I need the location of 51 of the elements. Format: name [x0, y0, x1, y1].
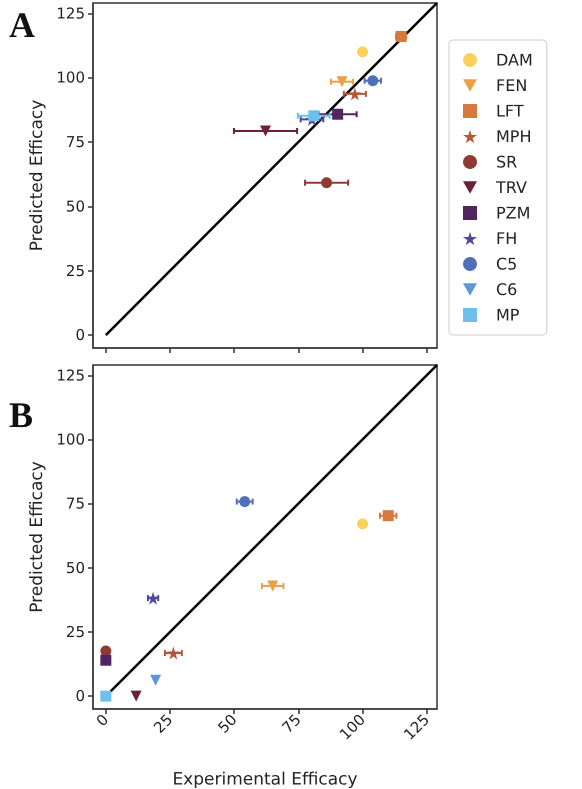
y-tick-label: 0: [75, 326, 85, 344]
point: [239, 496, 250, 508]
point: [100, 690, 112, 702]
legend-label: LFT: [496, 102, 524, 120]
y-tick-label: 50: [66, 197, 85, 216]
point: [130, 690, 142, 702]
y-tick-label: 75: [66, 133, 85, 152]
y-tick-label: 0: [75, 687, 85, 706]
point: [321, 177, 332, 188]
x-tick-label: 75: [278, 710, 305, 737]
y-tick-label: 125: [56, 4, 85, 22]
text: B: [9, 395, 34, 435]
x-tick-label: 50: [214, 710, 241, 737]
y-tick-label: 25: [66, 262, 85, 280]
point: [382, 510, 394, 522]
y-tick-label: 100: [56, 430, 85, 448]
y-tick-label: 100: [56, 68, 85, 87]
y-axis-title: Predicted Efficacy: [26, 100, 47, 252]
x-tick-label: 25: [150, 710, 176, 737]
legend-label: TRV: [495, 178, 528, 197]
x-tick-label: 0: [92, 710, 112, 730]
y-tick-label: 25: [66, 622, 85, 641]
x-tick-label: 125: [400, 710, 434, 744]
chart-title: A: [9, 5, 35, 45]
x-axis-title: Experimental Efficacy: [172, 770, 358, 789]
point: [357, 46, 368, 58]
x-tick-label: 100: [336, 710, 369, 744]
point: [332, 108, 344, 120]
point: [150, 674, 162, 686]
point: [146, 592, 160, 605]
legend-label: C5: [496, 254, 518, 274]
point: [260, 125, 272, 136]
legend-label: FH: [496, 229, 518, 248]
legend-label: PZM: [496, 204, 530, 222]
legend-label: FEN: [496, 76, 528, 95]
legend-label: MP: [496, 306, 520, 324]
point: [166, 646, 180, 660]
point: [367, 75, 378, 86]
legend-label: MPH: [496, 127, 532, 146]
y-tick-label: 50: [66, 558, 85, 577]
y-tick-label: 125: [56, 366, 85, 384]
y-tick-label: 75: [66, 494, 85, 513]
legend-label: SR: [496, 152, 518, 172]
point: [348, 87, 362, 100]
y-axis-title: Predicted Efficacy: [26, 461, 47, 613]
point: [336, 76, 348, 88]
legend-label: C6: [496, 280, 518, 299]
legend-label: DAM: [496, 50, 533, 70]
point: [267, 580, 278, 592]
point: [100, 654, 112, 666]
point: [357, 518, 368, 530]
